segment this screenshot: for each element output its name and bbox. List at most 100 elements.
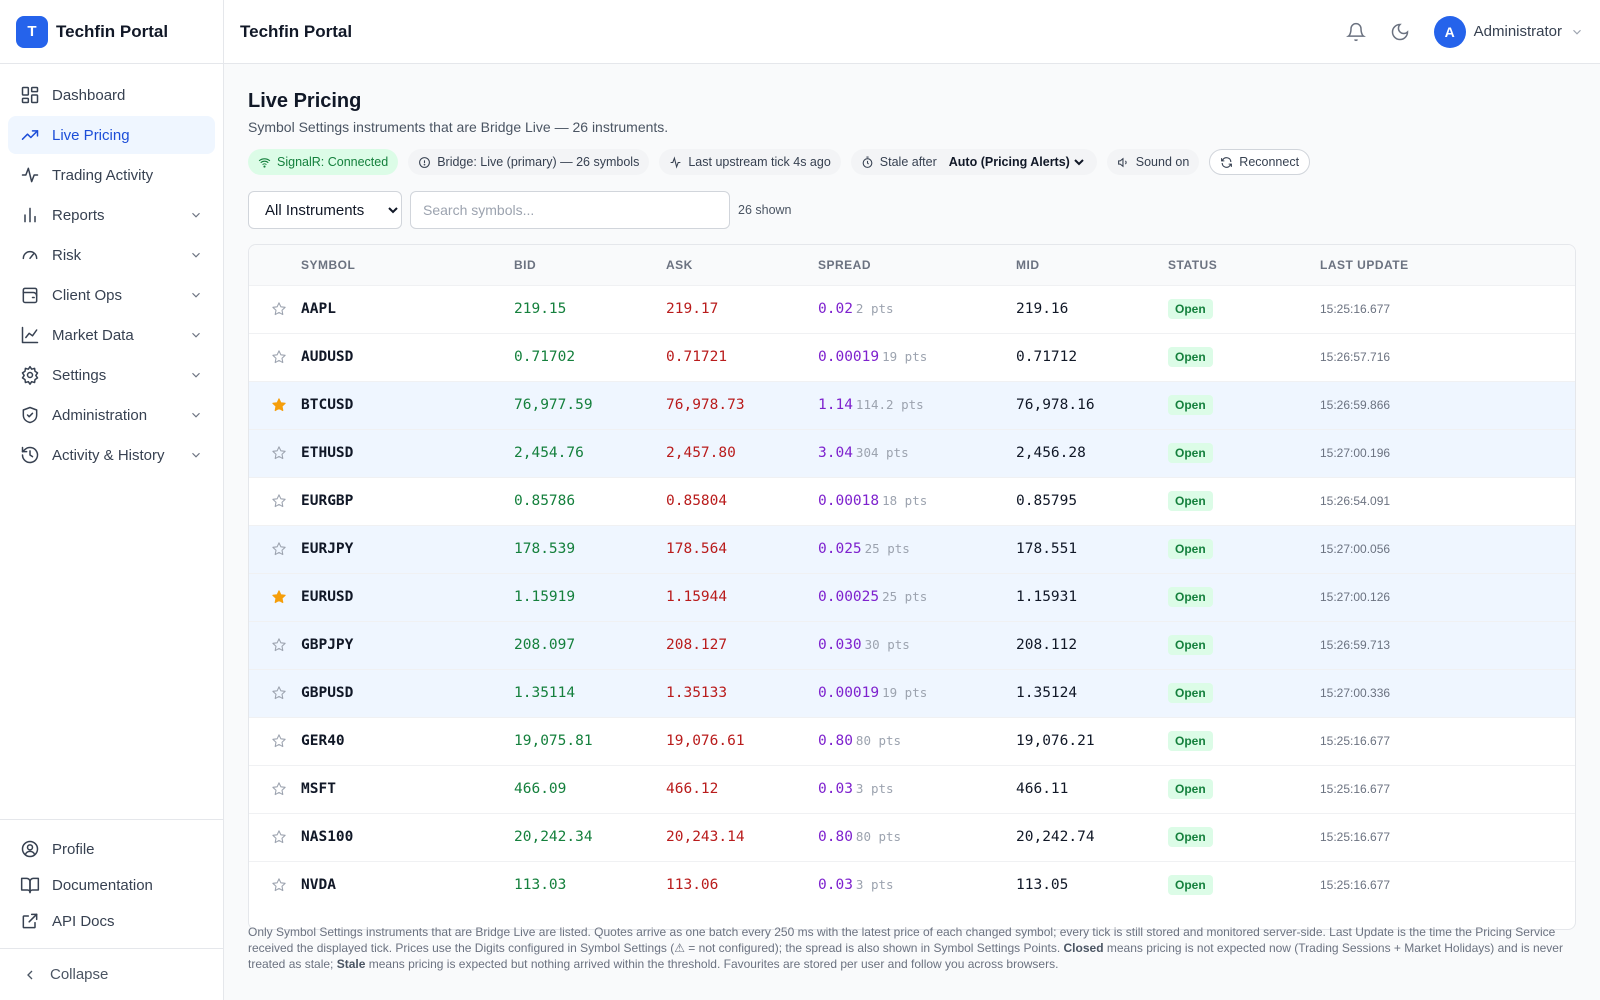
last-update-cell: 15:26:59.713	[1320, 620, 1575, 669]
sidebar-item-dashboard[interactable]: Dashboard	[8, 76, 215, 114]
status-cell: Open	[1168, 764, 1320, 813]
status-cell: Open	[1168, 524, 1320, 573]
status-cell: Open	[1168, 428, 1320, 477]
table-row[interactable]: GER40 19,075.81 19,076.61 0.80 80 pts 19,076.…	[249, 716, 1575, 765]
table-row[interactable]: EURJPY 178.539 178.564 0.025 25 pts 178.551 Op…	[249, 524, 1575, 573]
table-row[interactable]: BTCUSD 76,977.59 76,978.73 1.14 114.2 pts 76,…	[249, 380, 1575, 429]
last-update-cell: 15:25:16.677	[1320, 284, 1575, 333]
sidebar-item-label: Documentation	[52, 876, 153, 894]
column-header-symbol[interactable]: SYMBOL	[301, 245, 514, 285]
sidebar-item-label: Risk	[52, 246, 82, 264]
column-header-last-update[interactable]: LAST UPDATE	[1320, 245, 1575, 285]
shield-icon	[22, 406, 38, 424]
collapse-button[interactable]: Collapse	[0, 948, 223, 1000]
sidebar-item-administration[interactable]: Administration	[8, 396, 215, 434]
reconnect-button[interactable]: Reconnect	[1209, 149, 1311, 175]
filter-bar: All Instruments 26 shown	[248, 191, 1576, 229]
table-row[interactable]: MSFT 466.09 466.12 0.03 3 pts 466.11 Open 15:25…	[249, 764, 1575, 813]
table-row[interactable]: GBPJPY 208.097 208.127 0.030 30 pts 208.112 Op…	[249, 620, 1575, 669]
stale-threshold-chip: Stale after Auto (Pricing Alerts)	[850, 149, 1097, 175]
star-icon[interactable]	[271, 541, 287, 557]
star-icon[interactable]	[271, 877, 287, 893]
sidebar-item-icon	[20, 285, 40, 305]
instrument-filter-select[interactable]: All Instruments	[248, 191, 402, 229]
star-filled-icon[interactable]	[271, 589, 287, 605]
sidebar-item-icon	[20, 911, 40, 931]
star-icon[interactable]	[271, 637, 287, 653]
star-filled-icon[interactable]	[271, 397, 287, 413]
star-icon[interactable]	[271, 829, 287, 845]
table-row[interactable]: NVDA 113.03 113.06 0.03 3 pts 113.05 Open 15:25…	[249, 860, 1575, 909]
star-icon[interactable]	[271, 733, 287, 749]
spread-value: 0.00018	[818, 493, 880, 509]
search-input[interactable]	[410, 191, 730, 229]
main-content: Live Pricing Symbol Settings instruments…	[224, 64, 1600, 1000]
symbol-cell: EURUSD	[301, 572, 514, 621]
stale-threshold-select[interactable]: Auto (Pricing Alerts)	[944, 154, 1087, 170]
sidebar-item-label: Profile	[52, 840, 95, 858]
sidebar-item-icon	[20, 125, 40, 145]
star-icon[interactable]	[271, 493, 287, 509]
avatar[interactable]: A	[1433, 15, 1466, 48]
table-row[interactable]: EURUSD 1.15919 1.15944 0.00025 25 pts 1.15931…	[249, 572, 1575, 621]
column-header-mid[interactable]: MID	[1016, 245, 1168, 285]
bell-icon[interactable]	[1345, 22, 1366, 42]
star-icon[interactable]	[271, 445, 287, 461]
star-icon[interactable]	[271, 781, 287, 797]
star-icon[interactable]	[271, 685, 287, 701]
bridge-status-chip: Bridge: Live (primary) — 26 symbols	[408, 149, 650, 175]
column-header-spread[interactable]: SPREAD	[818, 245, 1016, 285]
chevron-down-icon[interactable]	[1570, 25, 1584, 39]
symbol-cell: MSFT	[301, 764, 514, 813]
spread-points: 19 pts	[882, 685, 928, 700]
sidebar-item-api-docs[interactable]: API Docs	[8, 904, 215, 938]
sidebar-item-label: Activity & History	[52, 446, 165, 464]
brand[interactable]: T Techfin Portal	[0, 0, 223, 64]
bridge-status-label: Bridge: Live (primary) — 26 symbols	[437, 155, 640, 169]
column-header-ask[interactable]: ASK	[666, 245, 818, 285]
status-badge: Open	[1168, 395, 1213, 415]
column-header-status[interactable]: STATUS	[1168, 245, 1320, 285]
table-row[interactable]: NAS100 20,242.34 20,243.14 0.80 80 pts 20,242…	[249, 812, 1575, 861]
sidebar-item-settings[interactable]: Settings	[8, 356, 215, 394]
sidebar-item-client-ops[interactable]: Client Ops	[8, 276, 215, 314]
pricing-table: SYMBOL BID ASK SPREAD MID STATUS LAST UP…	[249, 245, 1575, 909]
table-row[interactable]: ETHUSD 2,454.76 2,457.80 3.04 304 pts 2,456.2…	[249, 428, 1575, 477]
sidebar-item-documentation[interactable]: Documentation	[8, 868, 215, 902]
spread-cell: 0.030 30 pts	[818, 620, 1016, 669]
column-header-bid[interactable]: BID	[514, 245, 666, 285]
status-badge: Open	[1168, 875, 1213, 896]
sidebar-item-risk[interactable]: Risk	[8, 236, 215, 274]
star-icon[interactable]	[271, 349, 287, 365]
sidebar-item-live-pricing[interactable]: Live Pricing	[8, 116, 215, 154]
moon-icon[interactable]	[1390, 22, 1410, 42]
sidebar-item-trading-activity[interactable]: Trading Activity	[8, 156, 215, 194]
mid-cell: 113.05	[1016, 860, 1168, 909]
footnote: Only Symbol Settings instruments that ar…	[248, 924, 1576, 972]
table-row[interactable]: AUDUSD 0.71702 0.71721 0.00019 19 pts 0.71712…	[249, 332, 1575, 381]
favourite-cell	[249, 860, 301, 909]
table-row[interactable]: EURGBP 0.85786 0.85804 0.00018 18 pts 0.85795…	[249, 476, 1575, 525]
sidebar-item-market-data[interactable]: Market Data	[8, 316, 215, 354]
table-row[interactable]: AAPL 219.15 219.17 0.02 2 pts 219.16 Open 15:25…	[249, 284, 1575, 333]
last-update-cell: 15:27:00.336	[1320, 668, 1575, 717]
spread-points: 3 pts	[855, 877, 894, 893]
sidebar-item-reports[interactable]: Reports	[8, 196, 215, 234]
last-update-cell: 15:26:59.866	[1320, 380, 1575, 429]
sidebar-item-icon	[20, 85, 40, 105]
table-row[interactable]: GBPUSD 1.35114 1.35133 0.00019 19 pts 1.35124…	[249, 668, 1575, 717]
header-title: Techfin Portal	[240, 21, 353, 41]
spread-points: 25 pts	[864, 541, 910, 556]
sound-toggle[interactable]: Sound on	[1106, 149, 1200, 175]
mid-cell: 19,076.21	[1016, 716, 1168, 765]
chevron-down-icon	[192, 252, 200, 258]
page-title: Live Pricing	[248, 90, 362, 112]
sidebar-item-activity-history[interactable]: Activity & History	[8, 436, 215, 474]
last-update-cell: 15:26:54.091	[1320, 476, 1575, 525]
timer-icon	[862, 156, 873, 168]
last-update-cell: 15:25:16.677	[1320, 716, 1575, 765]
user-name[interactable]: Administrator	[1473, 23, 1562, 40]
sidebar-item-profile[interactable]: Profile	[8, 832, 215, 866]
star-icon[interactable]	[271, 301, 287, 317]
collapse-label: Collapse	[50, 966, 109, 983]
